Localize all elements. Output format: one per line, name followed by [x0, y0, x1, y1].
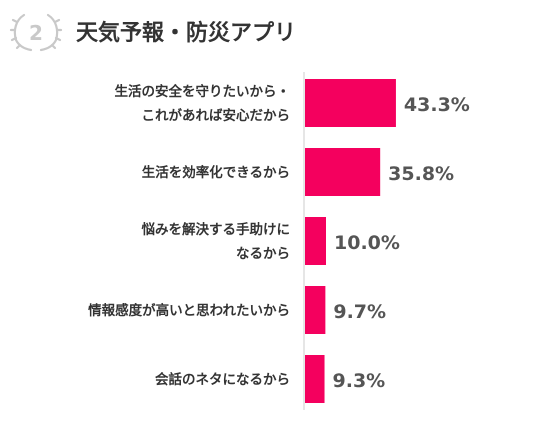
value-label-2: 35.8%	[388, 163, 454, 185]
bar-4	[305, 286, 326, 334]
rank-badge: 2	[9, 13, 63, 52]
chart-title: 天気予報・防災アプリ	[76, 20, 296, 46]
bar-3	[305, 217, 326, 265]
category-label-3-line-1: 悩みを解決する手助けに	[142, 221, 291, 238]
value-label-5: 9.3%	[333, 370, 386, 392]
value-label-1: 43.3%	[404, 94, 470, 116]
category-label-1-line-1: 生活の安全を守りたいから・	[115, 83, 291, 100]
bar-1	[305, 79, 396, 127]
category-label-1-line-2: これがあれば安心だから	[142, 107, 291, 124]
bar-group: 43.3% 生活の安全を守りたいから・これがあれば安心だから 35.8% 生活を効率化…	[88, 79, 470, 403]
value-label-4: 9.7%	[333, 301, 386, 323]
category-label-3-line-2: なるから	[236, 246, 290, 262]
category-label-5-line-1: 会話のネタになるから	[155, 371, 290, 388]
category-label-2-line-1: 生活を効率化できるから	[142, 164, 290, 181]
value-label-3: 10.0%	[334, 232, 400, 254]
rank-number: 2	[29, 21, 43, 45]
bar-5	[305, 355, 325, 403]
bar-2	[305, 148, 381, 196]
category-label-4-line-1: 情報感度が高いと思われたいから	[88, 302, 290, 319]
laurel-icon	[9, 13, 63, 52]
